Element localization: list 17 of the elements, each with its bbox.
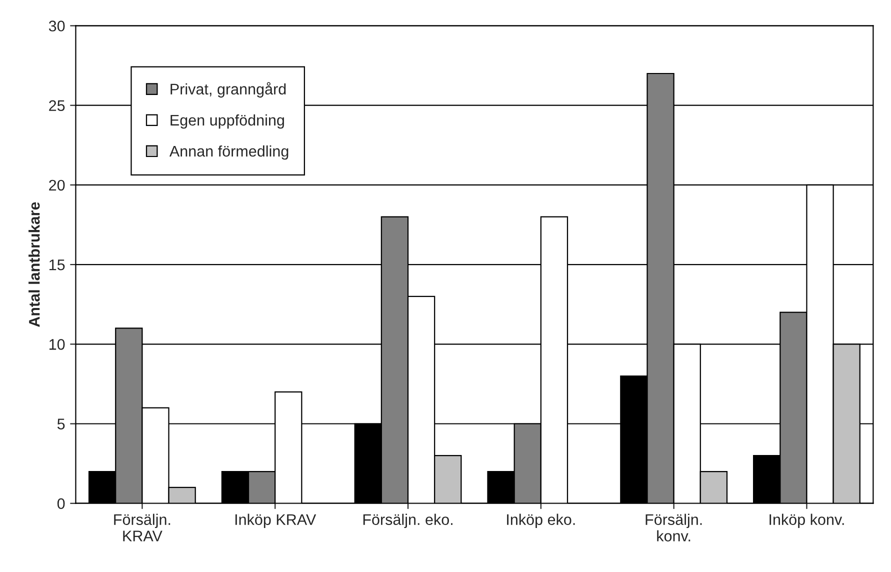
legend-label: Annan förmedling xyxy=(169,145,288,160)
y-tick-label: 30 xyxy=(48,20,65,32)
legend-label: Egen uppfödning xyxy=(170,114,284,129)
y-tick-label: 15 xyxy=(49,260,65,270)
y-axis-title: Antal lantbrukare xyxy=(28,202,40,327)
y-tick-label: 5 xyxy=(57,418,65,430)
y-tick-label: 10 xyxy=(49,339,65,350)
x-tick-label: Inköp eko. xyxy=(507,514,575,528)
y-tick-label: 20 xyxy=(49,180,65,191)
x-tick-label: Inköp KRAV xyxy=(235,514,316,528)
x-tick-label: Försäljn. KRAV xyxy=(114,514,170,542)
x-tick-label: Försäljn. eko. xyxy=(363,514,452,528)
x-tick-label: Försäljn. konv. xyxy=(646,514,702,542)
y-tick-label: 0 xyxy=(57,498,65,510)
x-tick-label: Inköp konv. xyxy=(770,514,844,528)
legend-label: Privat, granngård xyxy=(170,82,286,98)
y-tick-label: 25 xyxy=(49,100,65,112)
